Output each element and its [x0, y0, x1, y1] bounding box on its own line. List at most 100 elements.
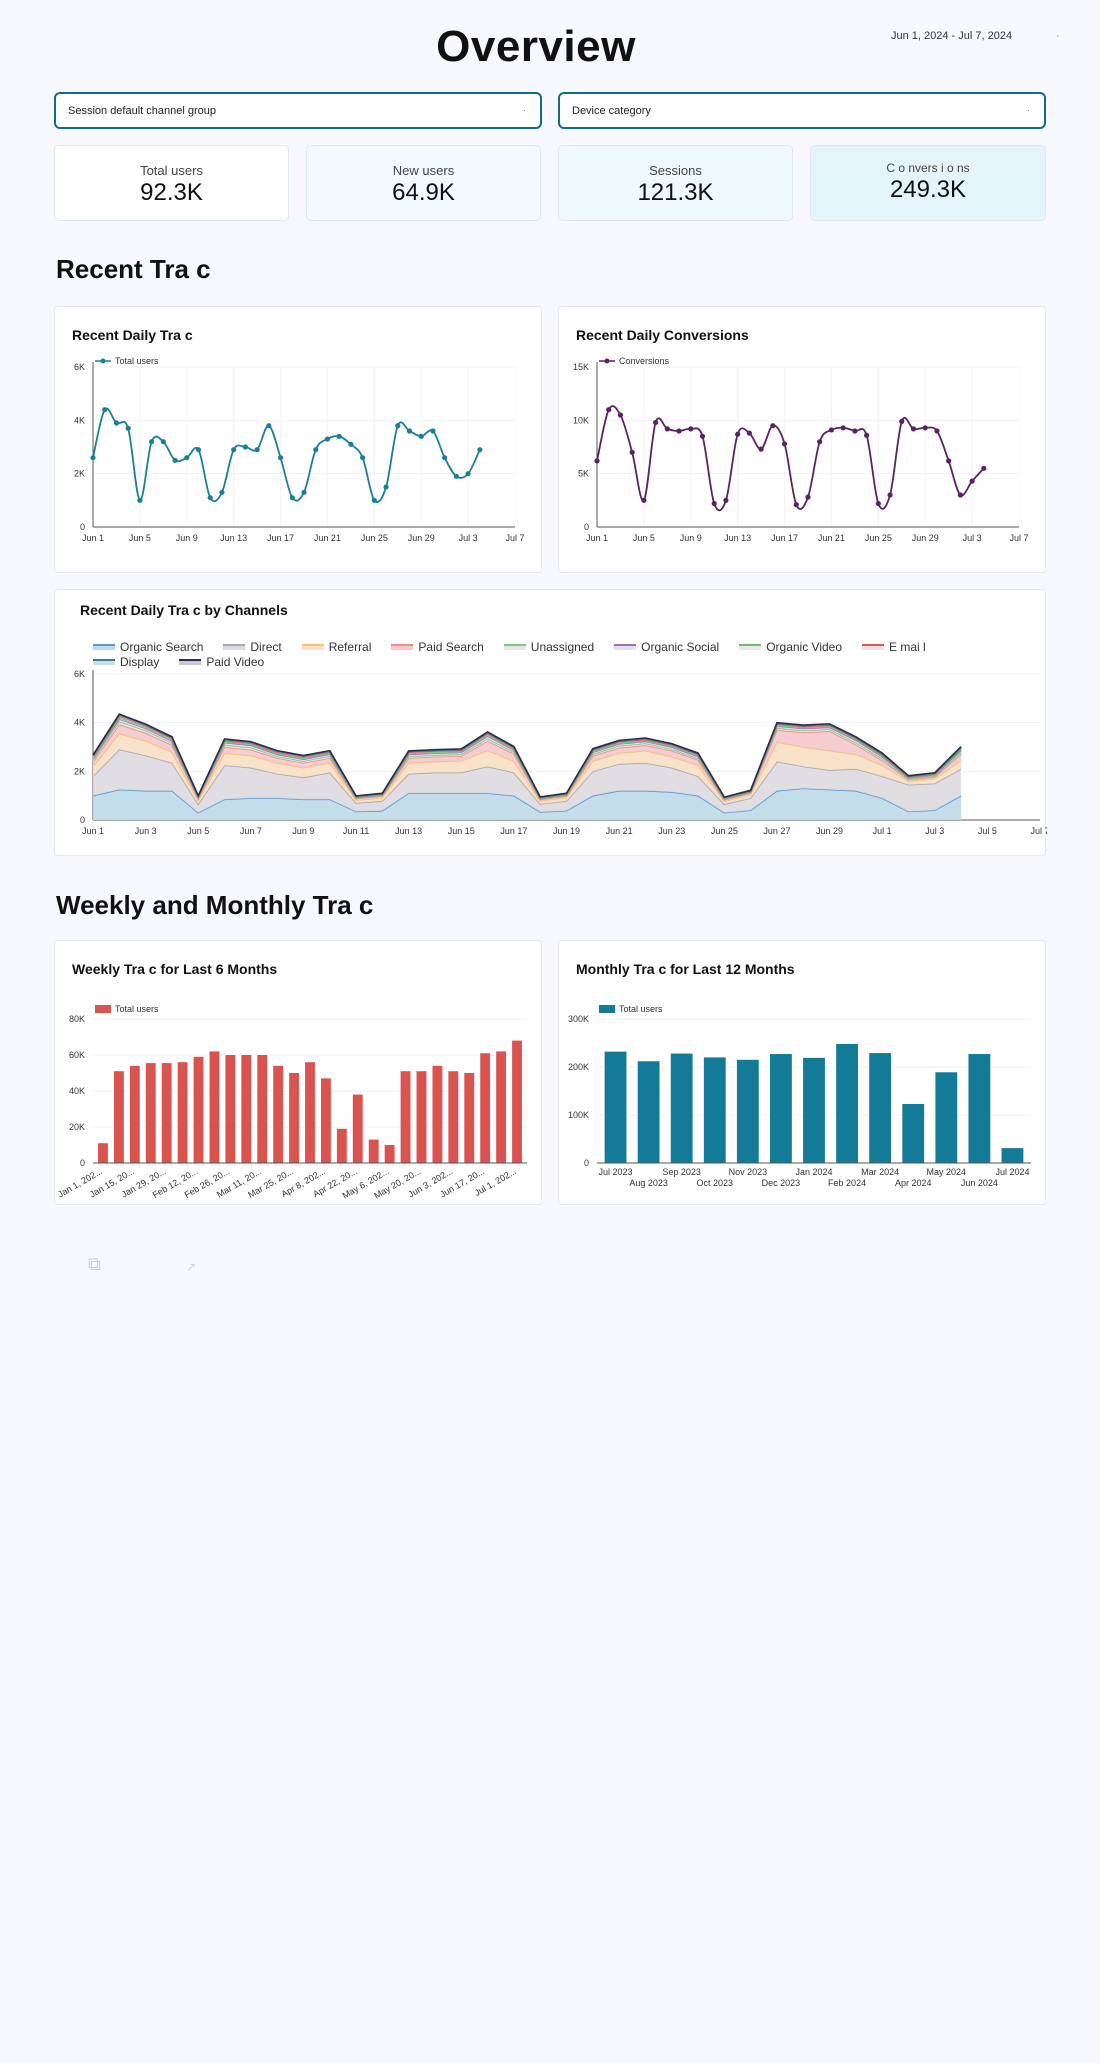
- legend-item[interactable]: Organic Video: [739, 640, 842, 654]
- legend-item[interactable]: Display: [93, 655, 159, 669]
- legend-item[interactable]: Organic Search: [93, 640, 203, 654]
- data-point: [231, 447, 237, 453]
- legend-item[interactable]: Organic Social: [614, 640, 719, 654]
- legend-swatch: [391, 644, 414, 650]
- data-point: [172, 457, 178, 463]
- area-line: [92, 713, 962, 799]
- data-point: [864, 432, 870, 438]
- bar: [129, 1065, 140, 1163]
- data-point: [664, 426, 670, 432]
- date-range-picker[interactable]: Jun 1, 2024 - Jul 7, 2024: [891, 30, 1013, 42]
- date-range-dropdown-icon[interactable]: ·: [1056, 30, 1060, 42]
- x-tick-label: Jul 5: [978, 826, 997, 836]
- x-tick-label: Jun 23: [658, 826, 685, 836]
- bar: [480, 1053, 491, 1163]
- chevron-down-icon: ·: [523, 105, 526, 115]
- legend-item[interactable]: Direct: [223, 640, 282, 654]
- legend-item[interactable]: Referral: [301, 640, 371, 654]
- device-category-filter-label: Device category: [572, 104, 651, 117]
- bar: [869, 1053, 892, 1163]
- data-point: [406, 428, 413, 434]
- x-tick-label: Jul 7: [1009, 533, 1028, 543]
- kpi-label: New users: [392, 163, 455, 178]
- channels-legend: Organic Search Direct Referral Paid Search U…: [93, 640, 993, 669]
- bar: [496, 1051, 507, 1163]
- legend-swatch: [95, 1005, 111, 1013]
- legend-label: Direct: [250, 640, 282, 654]
- legend-swatch: [223, 644, 246, 650]
- bar: [273, 1065, 284, 1163]
- data-point: [442, 455, 448, 461]
- x-tick-label: Jun 13: [724, 533, 751, 543]
- data-point: [699, 433, 706, 439]
- bar: [161, 1063, 172, 1163]
- data-point: [160, 439, 166, 445]
- x-tick-label: Sep 2023: [662, 1167, 701, 1177]
- data-point: [453, 473, 459, 479]
- x-tick-label: Jun 9: [176, 533, 198, 543]
- x-tick-label: Jul 7: [505, 533, 524, 543]
- data-point: [711, 500, 717, 507]
- data-point: [688, 426, 694, 432]
- device-category-filter[interactable]: Device category ·: [558, 92, 1046, 129]
- x-tick-label: Jun 3: [135, 826, 157, 836]
- data-point: [875, 500, 881, 507]
- channels-area-chart: 0 2K 4K 6K Jun 1 Jun 3 Jun 5 Jun 7 Jun 9 Jun 11 Ju…: [74, 669, 1047, 836]
- data-point: [219, 489, 225, 495]
- x-tick-label: Jul 1: [873, 826, 892, 836]
- data-point: [969, 478, 975, 484]
- data-point: [149, 439, 155, 445]
- x-tick-label: Jun 21: [606, 826, 633, 836]
- data-point: [735, 431, 741, 437]
- x-tick-label: Jun 13: [395, 826, 422, 836]
- data-point: [981, 465, 987, 471]
- x-tick-label: Jun 7: [240, 826, 262, 836]
- data-point: [746, 430, 752, 436]
- data-point: [301, 489, 307, 495]
- bar: [113, 1071, 124, 1163]
- kpi-value: 249.3K: [889, 176, 967, 203]
- y-tick-label: 15K: [573, 362, 589, 372]
- kpi-label: Total users: [140, 163, 203, 178]
- bar: [464, 1073, 475, 1163]
- data-point: [90, 455, 96, 461]
- y-tick-label: 6K: [74, 362, 85, 372]
- legend-item[interactable]: Paid Video: [179, 655, 264, 669]
- data-point: [617, 412, 624, 418]
- data-point: [254, 447, 260, 453]
- channel-group-filter-label: Session default channel group: [68, 104, 216, 117]
- x-tick-label: Aug 2023: [629, 1178, 668, 1188]
- bar: [209, 1051, 220, 1163]
- y-tick-label: 0: [80, 1158, 85, 1168]
- data-point: [137, 497, 143, 503]
- expand-icon[interactable]: ↗: [186, 1260, 197, 1274]
- legend-label: Total users: [115, 1004, 159, 1014]
- chart-card-weekly: Weekly Tra c for Last 6 Months 0 20K 40K 60…: [54, 940, 542, 1205]
- y-tick-label: 60K: [69, 1050, 85, 1060]
- legend-item[interactable]: E mai l: [862, 640, 926, 654]
- y-tick-label: 6K: [74, 669, 85, 679]
- y-tick-label: 0: [584, 1158, 589, 1168]
- legend-label: E mai l: [889, 640, 926, 654]
- y-tick-label: 100K: [568, 1110, 589, 1120]
- y-tick-label: 2K: [74, 766, 85, 776]
- x-tick-label: Jun 21: [314, 533, 341, 543]
- legend-swatch: [614, 644, 637, 650]
- x-tick-label: Jun 17: [771, 533, 798, 543]
- data-point: [723, 497, 729, 503]
- legend-swatch: [93, 644, 115, 650]
- x-tick-label: Jun 19: [553, 826, 580, 836]
- data-point: [887, 492, 893, 498]
- data-point: [184, 455, 190, 461]
- legend-label: Unassigned: [530, 640, 595, 654]
- channel-group-filter[interactable]: Session default channel group ·: [54, 92, 542, 129]
- data-point: [840, 425, 846, 431]
- data-point: [758, 446, 764, 452]
- y-tick-label: 40K: [69, 1086, 85, 1096]
- data-point: [934, 428, 940, 434]
- bar: [736, 1059, 759, 1163]
- link-icon[interactable]: ⧉: [88, 1254, 101, 1274]
- legend-item[interactable]: Paid Search: [391, 640, 484, 654]
- legend-item[interactable]: Unassigned: [503, 640, 595, 654]
